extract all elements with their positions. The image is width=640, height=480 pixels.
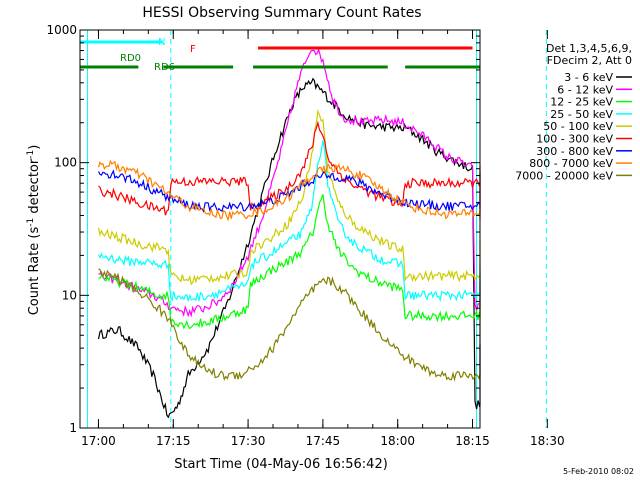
series-line-25-50-kev (97, 140, 481, 302)
status-bar-label-f: F (190, 44, 196, 55)
legend-label-25-50-kev: 25 - 50 keV (550, 108, 613, 121)
series-line-100-300-kev (98, 120, 481, 220)
y-tick-label-1: 1 (69, 421, 77, 435)
legend-label-7000-20000-kev: 7000 - 20000 keV (515, 169, 613, 182)
y-tick-label-100: 100 (54, 156, 77, 170)
series-line-800-7000-kev (97, 159, 481, 222)
footer-timestamp: 5-Feb-2010 08:02 (563, 467, 634, 476)
legend-label-50-100-kev: 50 - 100 keV (543, 120, 613, 133)
legend-label-12-25-kev: 12 - 25 keV (550, 96, 613, 109)
x-tick-label-17-15: 17:15 (156, 434, 191, 448)
x-tick-label-17-00: 17:00 (81, 434, 116, 448)
legend-label-300-800-kev: 300 - 800 keV (536, 145, 613, 158)
x-tick-label-18-30: 18:30 (530, 434, 565, 448)
chart-title: HESSI Observing Summary Count Rates (142, 5, 421, 21)
x-tick-label-17-45: 17:45 (306, 434, 341, 448)
series-line-12-25-kev (98, 194, 481, 330)
x-tick-label-18-15: 18:15 (455, 434, 490, 448)
status-bar-label-rd6: RD6 (154, 62, 175, 73)
series-line-50-100-kev (97, 108, 481, 286)
legend-header-line2: FDecim 2, Att 0 (547, 54, 632, 67)
legend-label-6-12-kev: 6 - 12 keV (557, 83, 613, 96)
series-line-3-6-kev (97, 77, 481, 419)
legend-header-line1: Det 1,3,4,5,6,9, (546, 42, 632, 55)
y-axis-label: Count Rate (s-1 detector-1) (26, 145, 42, 316)
x-tick-label-17-30: 17:30 (231, 434, 266, 448)
y-tick-label-10: 10 (62, 288, 77, 302)
legend-label-800-7000-kev: 800 - 7000 keV (529, 157, 613, 170)
status-bar-label-rd0: RD0 (120, 53, 141, 64)
legend-label-3-6-kev: 3 - 6 keV (564, 71, 613, 84)
plot-frame (79, 29, 481, 429)
y-tick-label-1000: 1000 (46, 23, 77, 37)
x-axis-label: Start Time (04-May-06 16:56:42) (174, 457, 388, 472)
plot-layer: N F RD0 RD6 1 10 100 1000 17:00 17:15 17:30 17:45 18… (46, 23, 632, 448)
status-bar-label-n: N (158, 37, 165, 48)
series-line-7000-20000-kev (98, 268, 481, 382)
x-tick-label-18-00: 18:00 (380, 434, 415, 448)
legend-label-100-300-kev: 100 - 300 keV (536, 133, 613, 146)
